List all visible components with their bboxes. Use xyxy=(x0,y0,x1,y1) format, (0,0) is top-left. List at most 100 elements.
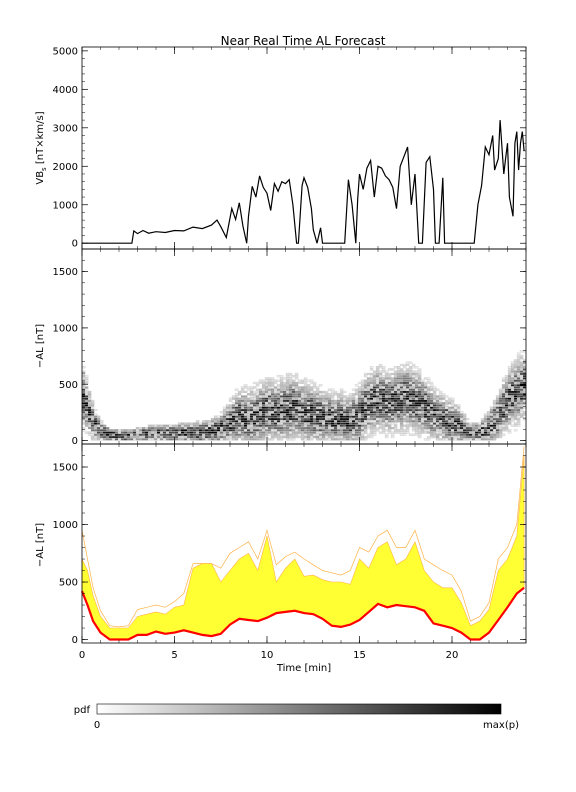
pdf-cell xyxy=(258,418,263,421)
pdf-cell xyxy=(291,390,296,393)
pdf-cell xyxy=(426,381,431,384)
pdf-cell xyxy=(303,379,308,382)
pdf-cell xyxy=(315,431,320,434)
pdf-cell xyxy=(300,438,305,441)
pdf-cell xyxy=(312,429,317,432)
pdf-cell xyxy=(129,433,134,436)
pdf-cell xyxy=(393,420,398,423)
pdf-cell xyxy=(417,411,422,414)
pdf-cell xyxy=(273,411,278,414)
pdf-cell xyxy=(270,393,275,396)
pdf-cell xyxy=(156,424,161,427)
pdf-cell xyxy=(348,438,353,441)
pdf-cell xyxy=(357,433,362,436)
pdf-cell xyxy=(96,433,101,436)
pdf-cell xyxy=(291,395,296,398)
pdf-cell xyxy=(222,422,227,425)
pdf-cell xyxy=(405,402,410,405)
pdf-cell xyxy=(192,433,197,436)
pdf-cell xyxy=(330,390,335,393)
pdf-cell xyxy=(486,436,491,439)
pdf-cell xyxy=(324,399,329,402)
pdf-cell xyxy=(375,375,380,378)
pdf-cell xyxy=(282,413,287,416)
pdf-cell xyxy=(312,422,317,425)
pdf-cell xyxy=(324,431,329,434)
pdf-cell xyxy=(486,438,491,441)
pdf-cell xyxy=(408,433,413,436)
pdf-cell xyxy=(399,370,404,373)
pdf-cell xyxy=(462,431,467,434)
pdf-cell xyxy=(339,436,344,439)
pdf-cell xyxy=(375,411,380,414)
pdf-cell xyxy=(237,402,242,405)
pdf-cell xyxy=(399,429,404,432)
pdf-cell xyxy=(348,402,353,405)
pdf-cell xyxy=(81,406,86,409)
pdf-cell xyxy=(441,402,446,405)
pdf-cell xyxy=(240,406,245,409)
pdf-cell xyxy=(432,433,437,436)
pdf-cell xyxy=(288,399,293,402)
pdf-cell xyxy=(96,431,101,434)
pdf-cell xyxy=(93,424,98,427)
pdf-cell xyxy=(309,402,314,405)
pdf-cell xyxy=(504,375,509,378)
pdf-cell xyxy=(327,415,332,418)
pdf-cell xyxy=(321,415,326,418)
pdf-cell xyxy=(246,386,251,389)
pdf-cell xyxy=(351,418,356,421)
pdf-cell xyxy=(87,415,92,418)
pdf-cell xyxy=(312,402,317,405)
pdf-cell xyxy=(285,372,290,375)
pdf-cell xyxy=(204,420,209,423)
pdf-cell xyxy=(399,402,404,405)
pdf-cell xyxy=(132,436,137,439)
pdf-cell xyxy=(99,420,104,423)
pdf-cell xyxy=(363,427,368,430)
pdf-cell xyxy=(369,433,374,436)
pdf-cell xyxy=(291,393,296,396)
pdf-cell xyxy=(375,406,380,409)
pdf-cell xyxy=(354,409,359,412)
pdf-cell xyxy=(360,413,365,416)
pdf-cell xyxy=(438,413,443,416)
pdf-cell xyxy=(513,363,518,366)
pdf-cell xyxy=(513,372,518,375)
pdf-cell xyxy=(417,379,422,382)
pdf-cell xyxy=(309,409,314,412)
pdf-cell xyxy=(462,420,467,423)
pdf-cell xyxy=(369,379,374,382)
pdf-cell xyxy=(231,424,236,427)
pdf-cell xyxy=(423,424,428,427)
pdf-cell xyxy=(432,388,437,391)
pdf-cell xyxy=(507,406,512,409)
pdf-cell xyxy=(465,427,470,430)
pdf-cell xyxy=(81,372,86,375)
pdf-cell xyxy=(432,413,437,416)
pdf-cell xyxy=(483,427,488,430)
pdf-cell xyxy=(510,393,515,396)
pdf-cell xyxy=(408,413,413,416)
pdf-cell xyxy=(126,438,131,441)
pdf-cell xyxy=(291,431,296,434)
pdf-cell xyxy=(243,422,248,425)
pdf-cell xyxy=(507,368,512,371)
pdf-cell xyxy=(99,427,104,430)
pdf-cell xyxy=(246,420,251,423)
pdf-cell xyxy=(510,384,515,387)
pdf-cell xyxy=(363,404,368,407)
pdf-cell xyxy=(288,404,293,407)
pdf-cell xyxy=(336,399,341,402)
pdf-cell xyxy=(273,388,278,391)
pdf-cell xyxy=(450,422,455,425)
pdf-cell xyxy=(327,436,332,439)
pdf-cell xyxy=(279,418,284,421)
pdf-cell xyxy=(384,390,389,393)
pdf-cell xyxy=(330,427,335,430)
pdf-cell xyxy=(498,433,503,436)
pdf-cell xyxy=(300,436,305,439)
pdf-cell xyxy=(222,433,227,436)
pdf-cell xyxy=(267,393,272,396)
pdf-cell xyxy=(249,388,254,391)
